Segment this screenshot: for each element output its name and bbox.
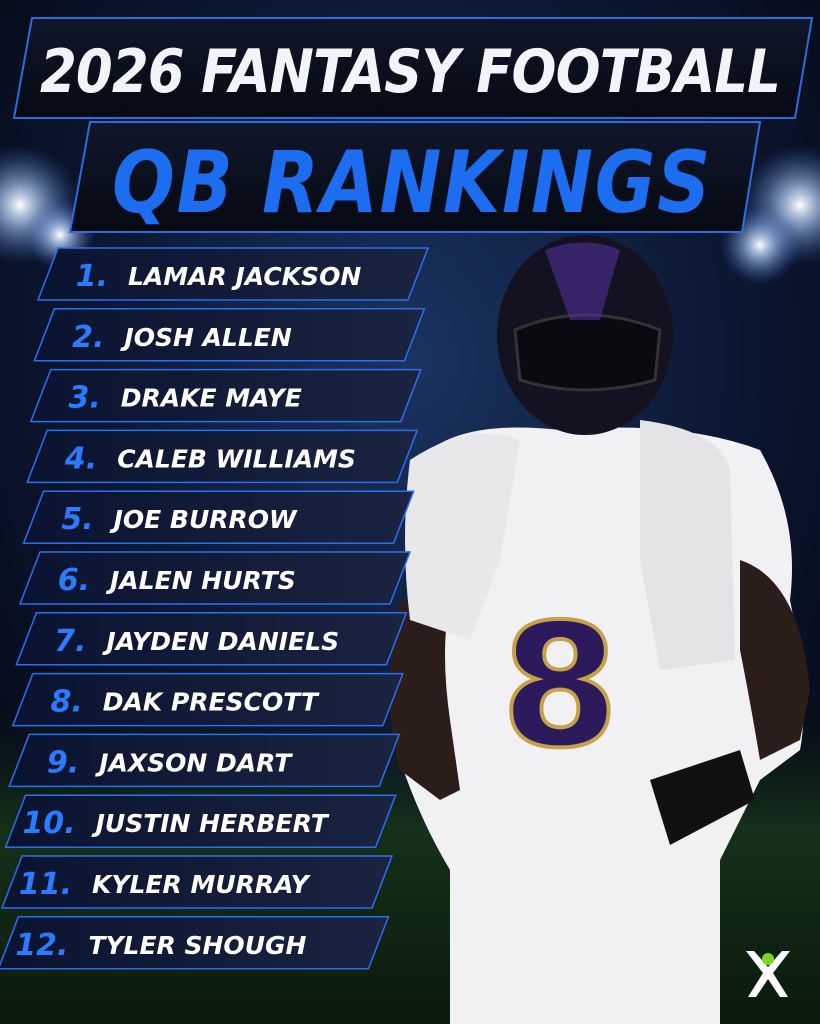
player-photo: 8 [390,235,810,1024]
player-name: JAXSON DART [94,748,293,777]
player-name: JAYDEN DANIELS [101,627,339,656]
rank-number: 3. [69,381,101,416]
player-name: JUSTIN HERBERT [91,809,330,838]
rank-number: 12. [15,928,68,963]
row-box [15,612,408,666]
ranking-row: 1. LAMAR JACKSON [36,247,430,301]
ranking-row: 10. JUSTIN HERBERT [4,794,397,848]
row-box [11,672,404,727]
rank-number: 6. [58,563,90,598]
subtitle-box [68,121,762,233]
rank-number: 10. [22,806,75,841]
jersey-number: 8 [501,588,619,786]
rank-number: 2. [72,320,104,355]
title-box [12,17,814,119]
ranking-row: 8. DAK PRESCOTT [11,672,404,727]
player-name: LAMAR JACKSON [128,262,361,291]
row-box [4,794,397,848]
row-box [18,551,412,605]
ranking-row: 3. DRAKE MAYE [29,368,422,423]
subtitle: QB RANKINGS [112,133,712,233]
ranking-row: 12. TYLER SHOUGH [0,916,390,970]
player-name: JALEN HURTS [105,566,296,595]
row-box [36,247,430,301]
rank-number: 8. [51,685,83,720]
player-name: JOE BURROW [109,505,298,534]
ranking-row: 7. JAYDEN DANIELS [15,612,408,666]
brand-logo [746,951,790,997]
row-box [0,916,390,970]
ranking-row: 9. JAXSON DART [8,733,401,788]
row-box [29,368,422,423]
title: 2026 FANTASY FOOTBALL [40,37,780,107]
row-box [8,733,401,788]
player-name: JOSH ALLEN [119,323,291,352]
rank-number: 11. [19,867,72,902]
player-name: TYLER SHOUGH [88,931,306,960]
row-box [22,490,415,544]
player-name: CALEB WILLIAMS [117,444,356,473]
player-name: KYLER MURRAY [92,870,312,899]
row-box [26,429,419,484]
rank-number: 4. [64,441,97,476]
ranking-row: 2. JOSH ALLEN [33,308,426,362]
player-name: DRAKE MAYE [121,384,302,413]
ranking-row: 6. JALEN HURTS [18,551,412,605]
player-name: DAK PRESCOTT [103,688,320,717]
row-box [33,308,426,362]
rankings-list: 1. LAMAR JACKSON 2. JOSH ALLEN 3. DRAKE MAYE 4… [0,247,430,970]
rank-number: 7. [54,624,86,659]
ranking-row: 5. JOE BURROW [22,490,415,544]
row-box [0,855,394,909]
ranking-row: 4. CALEB WILLIAMS [26,429,419,484]
ranking-row: 11. KYLER MURRAY [0,855,394,909]
rank-number: 9. [47,745,79,780]
rank-number: 5. [61,502,93,537]
rank-number: 1. [76,259,108,294]
